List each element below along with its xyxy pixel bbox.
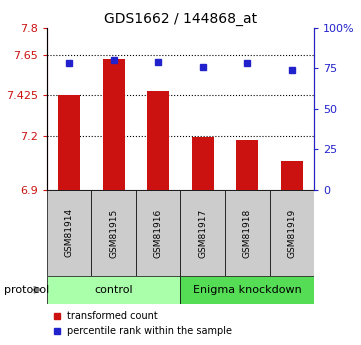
FancyBboxPatch shape [47, 276, 180, 304]
FancyBboxPatch shape [47, 190, 91, 276]
Text: Enigma knockdown: Enigma knockdown [193, 285, 302, 295]
FancyBboxPatch shape [180, 276, 314, 304]
Bar [280, 161, 303, 190]
Text: GDS1662 / 144868_at: GDS1662 / 144868_at [104, 12, 257, 26]
Text: GSM81916: GSM81916 [154, 208, 163, 257]
Bar [103, 59, 125, 190]
Bar [147, 91, 169, 190]
Text: GSM81914: GSM81914 [65, 208, 74, 257]
Bar [192, 137, 214, 190]
Text: GSM81917: GSM81917 [198, 208, 207, 257]
Text: protocol: protocol [4, 285, 49, 295]
Text: GSM81915: GSM81915 [109, 208, 118, 257]
FancyBboxPatch shape [136, 190, 180, 276]
FancyBboxPatch shape [91, 190, 136, 276]
FancyBboxPatch shape [180, 190, 225, 276]
Text: control: control [95, 285, 133, 295]
Bar [58, 95, 80, 190]
FancyBboxPatch shape [270, 190, 314, 276]
FancyBboxPatch shape [225, 190, 270, 276]
Legend: transformed count, percentile rank within the sample: transformed count, percentile rank withi… [48, 307, 235, 340]
Bar [236, 140, 258, 190]
Text: GSM81919: GSM81919 [287, 208, 296, 257]
Text: GSM81918: GSM81918 [243, 208, 252, 257]
